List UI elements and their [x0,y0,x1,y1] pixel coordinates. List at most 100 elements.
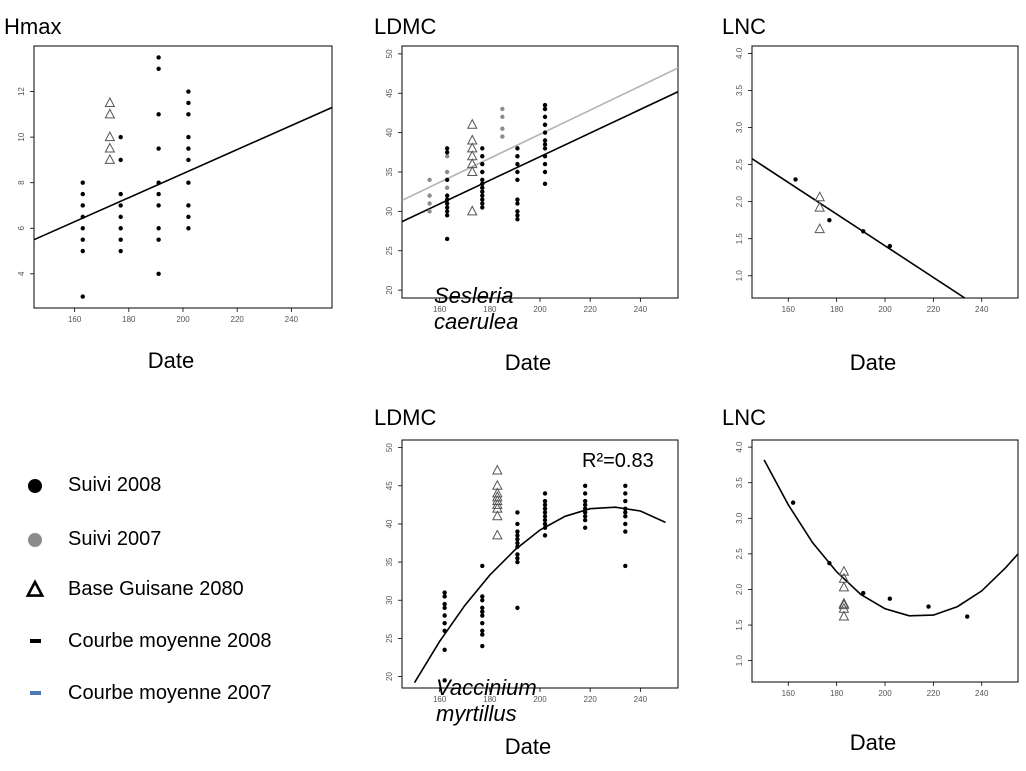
y-tick-label: 4.0 [735,47,744,59]
data-point [442,594,447,599]
data-point-triangle [104,131,116,142]
data-point [80,203,85,208]
data-point [444,177,450,183]
data-point [442,620,447,626]
data-point [861,229,866,234]
data-point [515,177,520,183]
data-point [118,248,123,254]
data-point [118,134,123,140]
data-point-triangle [838,581,850,592]
y-tick-label: 1.5 [735,619,744,631]
data-point [542,142,548,147]
y-tick-label: 6 [17,225,26,230]
chart-ldmc-vaccinium: 160 180 200 220 240 20 25 30 35 40 45 50 [385,439,679,704]
trend-line [402,90,678,223]
x-tick-label: 160 [433,695,447,704]
data-point [515,146,520,151]
data-point [582,502,588,508]
data-point-triangle [492,487,503,498]
data-point [542,102,548,108]
legend-dash [30,639,41,643]
x-tick-label: 200 [533,305,547,314]
data-point [186,89,191,94]
data-point [480,161,485,167]
chart-hmax: 160 180 200 220 240 4 6 8 10 12 [17,45,333,324]
data-point [80,180,85,185]
legend-dot [28,533,42,547]
y-tick-label: 30 [385,206,394,215]
data-point [442,678,447,683]
data-point [500,134,505,139]
xlabel-lnc-sesleria: Date [849,350,897,375]
trend-line [763,459,1018,617]
plot-area [752,158,966,298]
data-point [542,181,548,187]
data-point [186,134,191,140]
data-point [80,226,85,231]
data-point [861,590,866,596]
data-point [623,521,628,527]
data-point [542,506,548,511]
data-point-triangle [492,464,503,475]
data-point [542,161,548,167]
data-point [515,521,520,527]
xlabel-ldmc-sesleria: Date [504,350,552,375]
data-point [515,154,520,159]
x-tick-label: 240 [285,315,299,324]
species-label-sesleria: Sesleria caerulea [434,283,519,334]
data-point [582,517,588,523]
x-tick-label: 240 [634,305,648,314]
plot-frame [751,45,1019,299]
x-tick-label: 180 [483,695,497,704]
data-point [156,191,161,197]
x-tick-label: 240 [975,689,989,698]
data-point [623,506,628,511]
data-point-triangle [814,191,826,202]
plot-area [763,459,1018,621]
data-point [427,209,432,214]
data-point [623,529,628,534]
data-point [442,647,447,653]
data-point [582,506,588,511]
data-point [515,217,520,222]
data-point [427,201,432,206]
legend-triangle [25,579,45,597]
data-point [444,146,450,151]
data-point [542,138,548,143]
x-tick-label: 180 [830,689,844,698]
legend-marker-base-guisane-2080 [25,579,45,597]
data-point-triangle [492,479,503,490]
data-point [156,226,161,231]
data-point [515,537,520,542]
data-point [827,560,832,566]
data-point [118,226,123,231]
data-point [80,248,85,254]
data-point [444,213,450,218]
chart-ldmc-sesleria: 160 180 200 220 240 20 25 30 35 40 45 50 [385,45,679,314]
data-point [186,226,191,231]
data-point [186,100,191,106]
data-point [186,180,191,185]
data-point [480,154,485,159]
data-point-triangle [466,158,478,169]
data-point-triangle [838,599,850,610]
data-point-triangle [838,597,850,608]
data-point [542,491,548,496]
data-point [515,510,520,515]
data-point [480,197,485,202]
y-tick-label: 2.0 [735,196,744,208]
data-point [444,150,450,155]
x-tick-label: 180 [122,315,136,324]
data-point-triangle [466,118,478,129]
data-point [444,193,450,198]
data-point [480,632,485,637]
data-point [444,205,450,210]
x-tick-label: 200 [533,695,547,704]
data-point-triangle [104,108,116,119]
plot-area [413,464,666,684]
data-point [480,146,485,151]
data-point [444,154,450,159]
x-tick-label: 200 [878,305,892,314]
data-point [515,533,520,538]
y-tick-label: 12 [17,87,26,96]
